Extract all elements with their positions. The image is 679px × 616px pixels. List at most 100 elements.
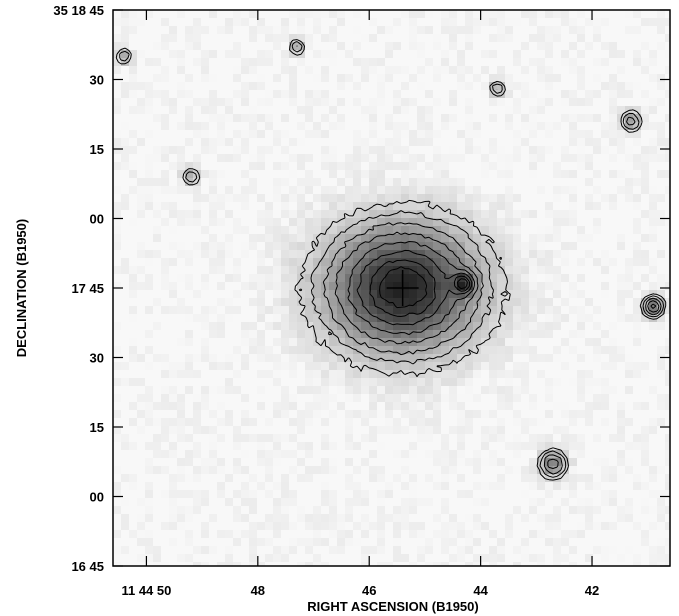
intensity-cell — [601, 114, 610, 123]
intensity-cell — [209, 514, 218, 523]
intensity-cell — [393, 122, 402, 131]
intensity-cell — [609, 458, 618, 467]
intensity-cell — [665, 58, 670, 67]
intensity-cell — [321, 234, 330, 243]
intensity-cell — [657, 378, 666, 387]
intensity-cell — [577, 482, 586, 491]
intensity-cell — [201, 266, 210, 275]
intensity-cell — [169, 202, 178, 211]
intensity-cell — [545, 362, 554, 371]
intensity-cell — [537, 10, 546, 19]
intensity-cell — [449, 370, 458, 379]
intensity-cell — [121, 530, 130, 539]
intensity-cell — [369, 186, 378, 195]
intensity-cell — [481, 122, 490, 131]
intensity-cell — [625, 90, 634, 99]
intensity-cell — [425, 18, 434, 27]
intensity-cell — [609, 18, 618, 27]
intensity-cell — [161, 50, 170, 59]
intensity-cell — [537, 538, 546, 547]
intensity-cell — [417, 530, 426, 539]
intensity-cell — [641, 130, 650, 139]
intensity-cell — [657, 258, 666, 267]
intensity-cell — [145, 530, 154, 539]
intensity-cell — [529, 522, 538, 531]
intensity-cell — [145, 322, 154, 331]
intensity-cell — [113, 418, 122, 427]
intensity-cell — [353, 82, 362, 91]
intensity-cell — [553, 442, 562, 451]
intensity-cell — [625, 66, 634, 75]
intensity-cell — [577, 410, 586, 419]
intensity-cell — [601, 66, 610, 75]
intensity-cell — [169, 258, 178, 267]
intensity-cell — [465, 306, 474, 315]
intensity-cell — [393, 298, 402, 307]
intensity-cell — [217, 514, 226, 523]
intensity-cell — [561, 466, 570, 475]
intensity-cell — [249, 50, 258, 59]
intensity-cell — [529, 370, 538, 379]
intensity-cell — [337, 154, 346, 163]
intensity-cell — [233, 74, 242, 83]
intensity-cell — [537, 354, 546, 363]
intensity-cell — [513, 514, 522, 523]
intensity-cell — [225, 410, 234, 419]
intensity-cell — [401, 74, 410, 83]
intensity-cell — [249, 274, 258, 283]
intensity-cell — [401, 186, 410, 195]
intensity-cell — [665, 466, 670, 475]
intensity-cell — [513, 186, 522, 195]
intensity-cell — [441, 26, 450, 35]
intensity-cell — [225, 98, 234, 107]
intensity-cell — [361, 434, 370, 443]
intensity-cell — [473, 82, 482, 91]
intensity-cell — [193, 554, 202, 563]
intensity-cell — [145, 194, 154, 203]
intensity-cell — [593, 338, 602, 347]
intensity-cell — [529, 338, 538, 347]
intensity-cell — [473, 290, 482, 299]
intensity-cell — [353, 450, 362, 459]
intensity-cell — [265, 26, 274, 35]
intensity-cell — [169, 106, 178, 115]
intensity-cell — [441, 506, 450, 515]
intensity-cell — [625, 250, 634, 259]
intensity-cell — [193, 402, 202, 411]
intensity-cell — [129, 170, 138, 179]
intensity-cell — [457, 354, 466, 363]
intensity-cell — [169, 98, 178, 107]
intensity-cell — [241, 402, 250, 411]
intensity-cell — [321, 114, 330, 123]
intensity-cell — [337, 562, 346, 566]
intensity-cell — [313, 362, 322, 371]
intensity-cell — [529, 410, 538, 419]
intensity-cell — [121, 314, 130, 323]
intensity-cell — [321, 186, 330, 195]
intensity-cell — [137, 50, 146, 59]
intensity-cell — [617, 370, 626, 379]
intensity-cell — [401, 562, 410, 566]
intensity-cell — [473, 122, 482, 131]
intensity-cell — [625, 26, 634, 35]
intensity-cell — [193, 522, 202, 531]
intensity-cell — [473, 378, 482, 387]
intensity-cell — [329, 74, 338, 83]
intensity-cell — [137, 466, 146, 475]
intensity-cell — [441, 474, 450, 483]
intensity-cell — [137, 306, 146, 315]
intensity-cell — [121, 242, 130, 251]
intensity-cell — [585, 266, 594, 275]
intensity-cell — [457, 82, 466, 91]
intensity-cell — [209, 66, 218, 75]
intensity-cell — [337, 42, 346, 51]
intensity-cell — [633, 82, 642, 91]
intensity-cell — [137, 450, 146, 459]
intensity-cell — [577, 314, 586, 323]
intensity-cell — [433, 562, 442, 566]
intensity-cell — [113, 322, 122, 331]
intensity-cell — [257, 338, 266, 347]
intensity-cell — [193, 18, 202, 27]
intensity-cell — [385, 474, 394, 483]
intensity-cell — [361, 90, 370, 99]
